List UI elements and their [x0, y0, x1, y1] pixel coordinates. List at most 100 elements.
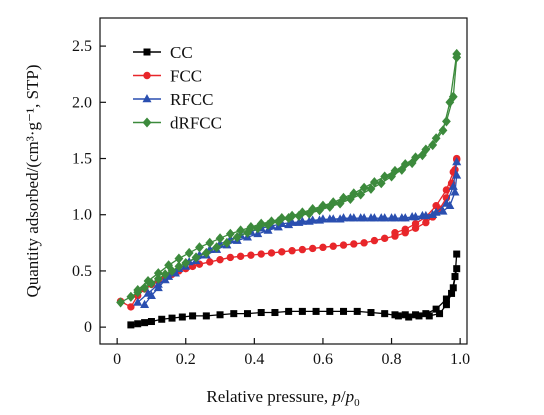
data-point-drfcc: [215, 233, 225, 244]
data-point-drfcc: [205, 237, 215, 248]
legend-label: RFCC: [170, 90, 213, 109]
series-fcc: [116, 154, 461, 311]
data-point-drfcc: [222, 237, 232, 248]
data-point-drfcc: [153, 273, 163, 284]
data-point-rfcc: [441, 198, 451, 207]
data-point-cc: [422, 310, 430, 318]
data-point-drfcc: [236, 225, 246, 236]
data-point-drfcc: [428, 139, 438, 151]
data-point-drfcc: [184, 247, 194, 259]
data-point-cc: [312, 307, 320, 315]
data-point-cc: [271, 309, 279, 317]
data-point-drfcc: [308, 204, 318, 215]
data-point-cc: [412, 311, 420, 319]
x-axis-title-p: p: [331, 387, 341, 406]
data-point-cc: [230, 310, 238, 318]
data-point-drfcc: [246, 222, 256, 233]
legend-marker: [142, 117, 152, 128]
data-point-fcc: [247, 251, 255, 259]
data-point-fcc: [350, 240, 358, 248]
series-rfcc: [133, 156, 462, 308]
data-point-drfcc: [376, 178, 386, 189]
data-point-cc: [134, 320, 142, 328]
data-point-drfcc: [369, 177, 379, 188]
data-point-cc: [367, 309, 375, 317]
data-point-cc: [141, 319, 149, 327]
data-point-drfcc: [356, 189, 366, 200]
data-point-fcc: [329, 242, 337, 250]
data-point-drfcc: [116, 297, 125, 308]
y-tick-label: 0: [84, 319, 92, 336]
data-point-cc: [326, 307, 334, 315]
data-point-cc: [168, 314, 176, 322]
data-point-fcc: [411, 220, 420, 228]
data-point-rfcc: [339, 213, 349, 222]
data-point-fcc: [216, 255, 224, 264]
data-point-cc: [453, 265, 461, 273]
data-point-cc: [432, 305, 440, 313]
data-point-rfcc: [349, 213, 359, 222]
data-point-fcc: [442, 186, 451, 194]
series-layer: [116, 48, 462, 329]
data-point-cc: [298, 307, 306, 315]
data-point-rfcc: [133, 297, 143, 306]
data-point-cc: [442, 295, 450, 303]
x-axis-title-sub0: 0: [354, 397, 360, 409]
data-point-drfcc: [297, 207, 307, 218]
data-point-drfcc: [448, 91, 458, 102]
series-drfcc: [116, 48, 462, 308]
data-point-cc: [381, 310, 389, 318]
data-point-cc: [189, 312, 197, 320]
data-point-cc: [285, 307, 293, 315]
data-point-fcc: [288, 246, 296, 255]
x-axis-title-slash: /: [341, 387, 346, 406]
data-point-drfcc: [225, 228, 235, 239]
data-point-drfcc: [174, 261, 184, 272]
axis-ticks: 0 0.2 0.4 0.6 0.8 1.0 0 0.5 1.0 1.5 2.0 2.5: [72, 38, 470, 368]
data-point-drfcc: [411, 152, 420, 163]
data-point-rfcc: [448, 181, 458, 190]
data-point-rfcc: [400, 213, 410, 222]
data-point-drfcc: [277, 213, 287, 224]
x-tick-label: 0: [113, 351, 121, 368]
data-point-drfcc: [380, 171, 390, 182]
data-point-drfcc: [195, 242, 204, 253]
legend-marker: [142, 94, 152, 103]
data-point-cc: [353, 307, 361, 315]
data-point-drfcc: [153, 268, 163, 279]
x-axis-title: Relative pressure, p/p0: [206, 387, 360, 409]
data-point-rfcc: [328, 214, 338, 223]
data-point-rfcc: [450, 187, 460, 196]
data-point-drfcc: [431, 133, 441, 144]
data-point-drfcc: [400, 159, 410, 170]
data-point-cc: [158, 315, 166, 323]
legend-item-cc: CC: [133, 43, 193, 62]
data-point-drfcc: [126, 291, 136, 302]
data-point-fcc: [257, 250, 265, 258]
data-point-cc: [257, 309, 265, 317]
y-tick-label: 1.0: [72, 207, 92, 224]
data-point-rfcc: [359, 213, 369, 222]
data-point-cc: [147, 318, 155, 326]
data-point-drfcc: [267, 216, 276, 227]
data-point-fcc: [278, 248, 286, 256]
data-point-fcc: [391, 229, 399, 237]
data-point-cc: [391, 311, 399, 319]
data-point-drfcc: [349, 188, 359, 199]
series-line-rfcc-adsorption: [144, 175, 458, 306]
data-point-fcc: [206, 258, 214, 266]
data-point-drfcc: [212, 242, 222, 253]
x-tick-label: 0.4: [244, 351, 264, 368]
legend-label: dRFCC: [170, 114, 222, 133]
data-point-drfcc: [339, 192, 348, 203]
data-point-drfcc: [442, 116, 451, 127]
data-point-fcc: [226, 253, 235, 262]
legend-label: CC: [170, 43, 193, 62]
data-point-drfcc: [421, 144, 431, 155]
data-point-drfcc: [201, 247, 211, 259]
data-point-rfcc: [308, 215, 318, 224]
data-point-fcc: [236, 252, 245, 261]
data-point-rfcc: [297, 216, 307, 225]
data-point-fcc: [298, 245, 307, 254]
data-point-rfcc: [140, 299, 150, 308]
